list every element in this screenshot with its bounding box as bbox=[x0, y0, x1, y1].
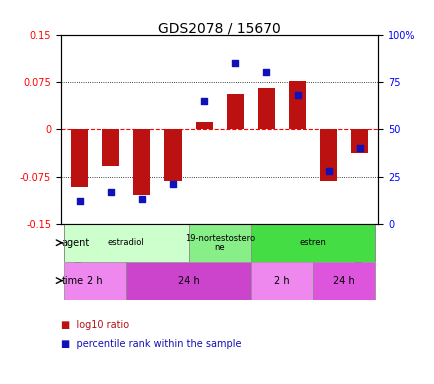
Bar bbox=[250, 224, 375, 262]
Point bbox=[76, 198, 83, 204]
Point bbox=[200, 98, 207, 104]
Text: agent: agent bbox=[61, 238, 89, 248]
Text: estren: estren bbox=[299, 238, 326, 247]
Bar bbox=[257, 88, 274, 129]
Bar bbox=[133, 129, 150, 195]
Bar bbox=[164, 129, 181, 181]
Bar bbox=[312, 262, 375, 300]
Point bbox=[262, 70, 269, 76]
Bar bbox=[188, 224, 250, 262]
Bar bbox=[226, 94, 243, 129]
Bar bbox=[64, 262, 126, 300]
Text: 24 h: 24 h bbox=[332, 276, 354, 286]
Bar bbox=[126, 262, 250, 300]
Point bbox=[138, 196, 145, 202]
Text: ■  percentile rank within the sample: ■ percentile rank within the sample bbox=[61, 339, 241, 349]
Point bbox=[169, 181, 176, 187]
Text: 19-nortestostero
ne: 19-nortestostero ne bbox=[184, 234, 254, 252]
Bar bbox=[64, 224, 188, 262]
Text: 2 h: 2 h bbox=[87, 276, 103, 286]
Point bbox=[231, 60, 238, 66]
Text: 2 h: 2 h bbox=[273, 276, 289, 286]
Text: 24 h: 24 h bbox=[177, 276, 199, 286]
Point bbox=[293, 92, 300, 98]
Bar bbox=[319, 129, 336, 181]
Bar bbox=[195, 122, 212, 129]
Text: time: time bbox=[61, 276, 83, 286]
Bar bbox=[250, 262, 312, 300]
Text: GDS2078 / 15670: GDS2078 / 15670 bbox=[158, 21, 280, 35]
Point bbox=[324, 168, 331, 174]
Point bbox=[107, 189, 114, 195]
Text: ■  log10 ratio: ■ log10 ratio bbox=[61, 320, 129, 330]
Bar bbox=[350, 129, 368, 153]
Bar bbox=[288, 81, 306, 129]
Bar bbox=[71, 129, 88, 187]
Bar bbox=[102, 129, 119, 166]
Text: estradiol: estradiol bbox=[108, 238, 145, 247]
Point bbox=[355, 145, 362, 151]
